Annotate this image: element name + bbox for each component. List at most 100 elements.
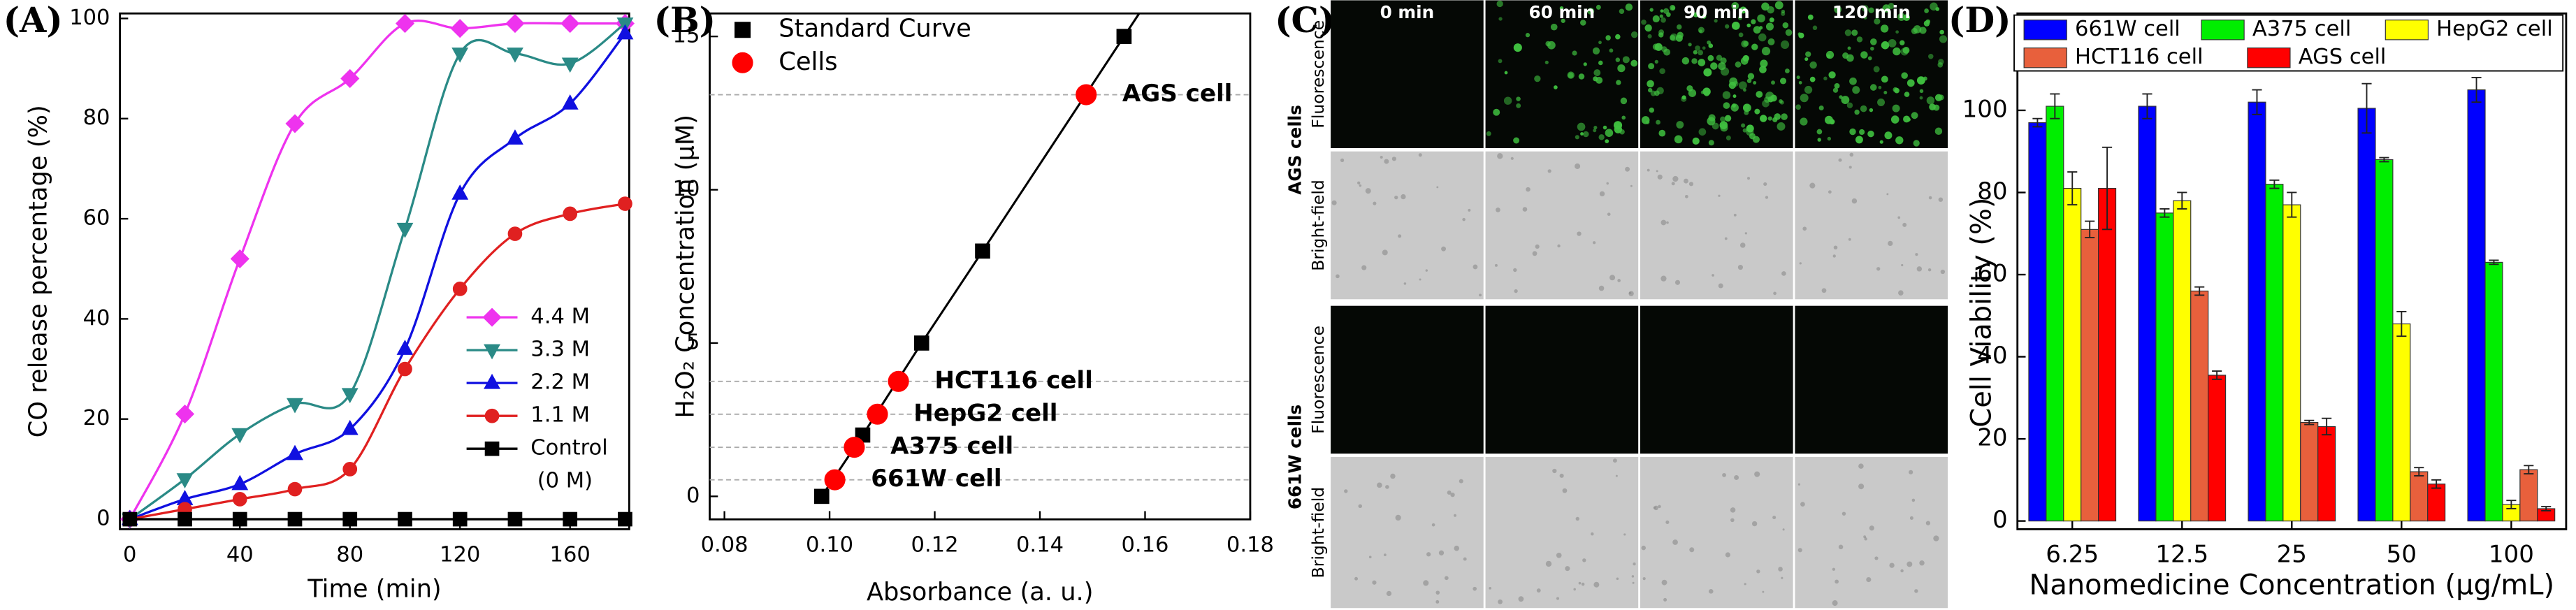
error-bar <box>2414 467 2424 477</box>
cell-glow <box>1881 41 1890 50</box>
error-bar <box>2489 259 2499 266</box>
marker <box>560 14 580 34</box>
cell-glow <box>1756 91 1763 98</box>
cell-speck <box>1552 468 1557 474</box>
cell-speck <box>1358 504 1363 509</box>
marker <box>484 441 500 456</box>
cell-glow <box>1676 121 1684 129</box>
cell-glow <box>1893 47 1901 56</box>
cell-glow <box>1554 85 1558 89</box>
cell-speck <box>1848 166 1852 169</box>
brightfield-image <box>1640 456 1793 609</box>
marker <box>396 340 414 355</box>
cell-glow <box>1867 56 1872 61</box>
y-tick-label: 100 <box>1962 95 2008 123</box>
cell-glow <box>1847 46 1851 50</box>
cell-speck <box>1425 269 1428 272</box>
cell-speck <box>1671 182 1675 186</box>
cell-glow <box>1923 76 1927 81</box>
cell-speck <box>1361 265 1367 270</box>
x-axis-title: Nanomedicine Concentration (μg/mL) <box>2029 569 2554 602</box>
error-bar <box>2471 76 2482 103</box>
cell-glow <box>1724 115 1732 122</box>
cell-speck <box>1372 580 1377 585</box>
cell-glow <box>1544 60 1549 64</box>
cell-glow <box>1846 102 1853 108</box>
cell-speck <box>1725 552 1730 558</box>
cell-speck <box>1438 550 1445 555</box>
cell-speck <box>1419 278 1421 281</box>
x-tick-label: 25 <box>2277 540 2307 568</box>
cell-glow <box>1708 140 1714 146</box>
error-bar <box>2287 191 2297 218</box>
cell-glow <box>1572 50 1577 56</box>
cell-speck <box>1672 539 1678 545</box>
bar <box>2265 184 2284 522</box>
x-tick-label: 0 <box>123 542 136 567</box>
cell-speck <box>1772 516 1777 520</box>
marker <box>450 19 470 38</box>
cell-speck <box>1718 283 1723 289</box>
marker <box>176 473 194 488</box>
x-tick-label: 120 <box>440 542 480 567</box>
error-bar <box>2304 419 2315 426</box>
cell-speck <box>1864 537 1867 541</box>
group-label: AGS cells <box>1285 105 1305 195</box>
cell-glow <box>1828 71 1836 79</box>
cell-speck <box>1876 267 1881 271</box>
cell-glow <box>1702 46 1706 50</box>
marker <box>618 196 632 211</box>
cell-glow <box>1641 19 1647 25</box>
cell-glow <box>1795 104 1802 110</box>
column-label: 0 min <box>1380 2 1434 22</box>
cell-glow <box>1779 99 1783 103</box>
cell-glow <box>1580 132 1584 136</box>
cell-speck <box>1423 580 1429 586</box>
cell-speck <box>1384 159 1389 164</box>
cell-speck <box>1940 269 1946 275</box>
cell-glow <box>1691 58 1698 64</box>
cell-glow <box>1741 123 1746 128</box>
legend-label: 661W cell <box>2075 17 2180 41</box>
cell-glow <box>1760 59 1768 68</box>
cell-speck <box>1734 475 1739 480</box>
cell-glow <box>1934 127 1943 136</box>
cell-glow <box>1874 18 1881 25</box>
fluorescence-image <box>1331 305 1484 454</box>
cell-speck <box>1641 545 1646 551</box>
cell-glow <box>1609 48 1614 53</box>
cell-speck <box>1744 232 1747 235</box>
cell-glow <box>1701 14 1707 19</box>
cell-glow <box>1620 97 1628 105</box>
cell-speck <box>1489 587 1492 590</box>
bar <box>2248 101 2266 522</box>
cell-glow <box>1888 38 1897 48</box>
cell-speck <box>1435 600 1440 604</box>
cell-speck <box>1599 191 1605 197</box>
cell-glow <box>1559 6 1564 10</box>
panel-label: (D) <box>1948 0 2011 41</box>
cell-speck <box>1631 575 1635 578</box>
cell-speck <box>1838 544 1844 550</box>
marker <box>231 474 249 491</box>
cell-glow <box>1895 30 1899 34</box>
cell-glow <box>1659 68 1665 75</box>
cell-speck <box>1851 198 1858 204</box>
marker <box>824 469 846 491</box>
point-label: HepG2 cell <box>913 399 1057 427</box>
column-label: 60 min <box>1529 2 1595 22</box>
cell-glow <box>1725 135 1731 140</box>
cell-speck <box>1395 514 1401 521</box>
cell-speck <box>1674 279 1681 285</box>
cell-glow <box>1663 48 1671 56</box>
cell-speck <box>1751 521 1758 527</box>
cell-glow <box>1671 6 1675 10</box>
marker <box>484 373 500 389</box>
cell-glow <box>1580 20 1586 26</box>
point-label: HCT116 cell <box>934 366 1092 394</box>
x-axis-title: Time (min) <box>307 574 441 603</box>
cell-glow <box>1663 8 1670 15</box>
cell-glow <box>1760 115 1767 122</box>
cell-glow <box>1595 76 1603 84</box>
cell-glow <box>1901 72 1908 79</box>
